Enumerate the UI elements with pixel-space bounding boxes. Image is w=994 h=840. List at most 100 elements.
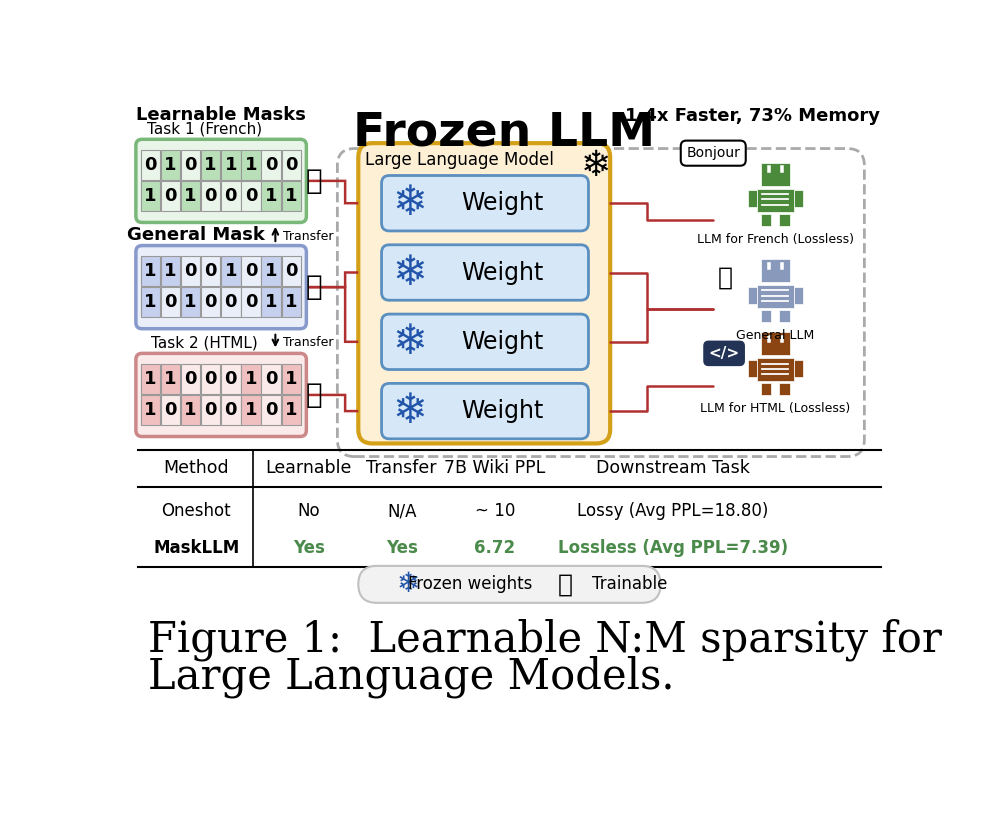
Text: 1: 1 <box>144 370 156 388</box>
Text: General LLM: General LLM <box>737 329 814 342</box>
Bar <box>140 150 160 180</box>
Bar <box>221 364 241 394</box>
Text: 1: 1 <box>144 293 156 311</box>
FancyBboxPatch shape <box>382 176 588 231</box>
Bar <box>793 191 803 207</box>
Text: 1: 1 <box>205 156 217 174</box>
Text: Transfer: Transfer <box>283 336 334 349</box>
Bar <box>221 395 241 424</box>
Bar <box>756 189 793 212</box>
Text: Transfer: Transfer <box>283 230 334 243</box>
Text: 0: 0 <box>245 262 257 281</box>
FancyBboxPatch shape <box>358 566 661 603</box>
Bar <box>760 383 771 395</box>
Text: 💡: 💡 <box>718 266 734 290</box>
Text: General Mask: General Mask <box>127 226 265 244</box>
FancyBboxPatch shape <box>382 383 588 438</box>
Text: 0: 0 <box>264 401 277 419</box>
Text: 🔥: 🔥 <box>306 381 322 409</box>
Bar <box>201 256 221 286</box>
Bar <box>140 364 160 394</box>
Text: Weight: Weight <box>461 399 544 423</box>
Bar <box>201 364 221 394</box>
Text: 0: 0 <box>285 156 297 174</box>
Bar <box>201 395 221 424</box>
Text: LLM for French (Lossless): LLM for French (Lossless) <box>697 233 854 246</box>
Text: ❄️: ❄️ <box>581 150 611 183</box>
Text: 0: 0 <box>144 156 156 174</box>
Text: 1.4x Faster, 73% Memory: 1.4x Faster, 73% Memory <box>624 108 880 125</box>
FancyBboxPatch shape <box>136 354 306 437</box>
Bar <box>242 364 260 394</box>
Text: Learnable Masks: Learnable Masks <box>136 106 306 123</box>
Text: Learnable: Learnable <box>265 459 352 477</box>
Bar <box>261 150 280 180</box>
Text: 🔥: 🔥 <box>306 167 322 195</box>
Text: 1: 1 <box>225 262 237 281</box>
Text: 0: 0 <box>205 293 217 311</box>
Bar <box>760 332 790 355</box>
Bar <box>261 395 280 424</box>
Bar <box>140 181 160 211</box>
Text: ❄: ❄ <box>392 182 426 224</box>
Text: ❄: ❄ <box>397 570 420 598</box>
Text: 1: 1 <box>184 401 197 419</box>
Bar <box>181 395 200 424</box>
Bar <box>242 256 260 286</box>
Bar <box>747 286 756 303</box>
Text: 6.72: 6.72 <box>474 539 515 557</box>
Text: 0: 0 <box>184 262 197 281</box>
Bar <box>756 286 793 308</box>
Text: 0: 0 <box>245 293 257 311</box>
Text: 0: 0 <box>225 186 237 205</box>
Text: 1: 1 <box>285 186 297 205</box>
Text: 0: 0 <box>225 293 237 311</box>
Text: 1: 1 <box>225 156 237 174</box>
Bar <box>281 287 301 317</box>
Text: Task 1 (French): Task 1 (French) <box>146 121 261 136</box>
Bar <box>760 310 771 322</box>
Text: 0: 0 <box>205 186 217 205</box>
Bar <box>281 364 301 394</box>
Text: Downstream Task: Downstream Task <box>596 459 749 477</box>
Text: 0: 0 <box>245 186 257 205</box>
Text: Yes: Yes <box>293 539 325 557</box>
Bar <box>779 383 790 395</box>
Bar <box>793 286 803 303</box>
Bar <box>760 259 790 282</box>
Text: 0: 0 <box>264 370 277 388</box>
Text: 0: 0 <box>225 370 237 388</box>
Text: 0: 0 <box>264 156 277 174</box>
Bar <box>181 256 200 286</box>
Text: </>: </> <box>709 346 740 361</box>
Text: 🔥: 🔥 <box>306 273 322 301</box>
Text: 1: 1 <box>144 186 156 205</box>
Text: Lossy (Avg PPL=18.80): Lossy (Avg PPL=18.80) <box>578 502 768 520</box>
Bar <box>161 287 180 317</box>
Text: 0: 0 <box>164 293 177 311</box>
Bar <box>161 364 180 394</box>
Bar <box>201 150 221 180</box>
Bar <box>242 287 260 317</box>
Text: 1: 1 <box>144 262 156 281</box>
Text: 1: 1 <box>164 262 177 281</box>
Text: 0: 0 <box>164 186 177 205</box>
Text: 1: 1 <box>184 293 197 311</box>
Text: 1: 1 <box>245 401 257 419</box>
Bar <box>793 360 803 376</box>
Text: Large Language Models.: Large Language Models. <box>147 655 674 698</box>
Bar <box>201 181 221 211</box>
Bar <box>161 395 180 424</box>
Bar <box>261 181 280 211</box>
Text: Weight: Weight <box>461 330 544 354</box>
Bar <box>747 191 756 207</box>
Bar <box>760 163 790 186</box>
Text: ~ 10: ~ 10 <box>474 502 515 520</box>
Text: 1: 1 <box>264 186 277 205</box>
FancyBboxPatch shape <box>382 314 588 370</box>
Text: Lossless (Avg PPL=7.39): Lossless (Avg PPL=7.39) <box>558 539 788 557</box>
Text: Trainable: Trainable <box>591 575 667 593</box>
Bar <box>161 181 180 211</box>
Text: N/A: N/A <box>387 502 416 520</box>
Text: 0: 0 <box>184 370 197 388</box>
